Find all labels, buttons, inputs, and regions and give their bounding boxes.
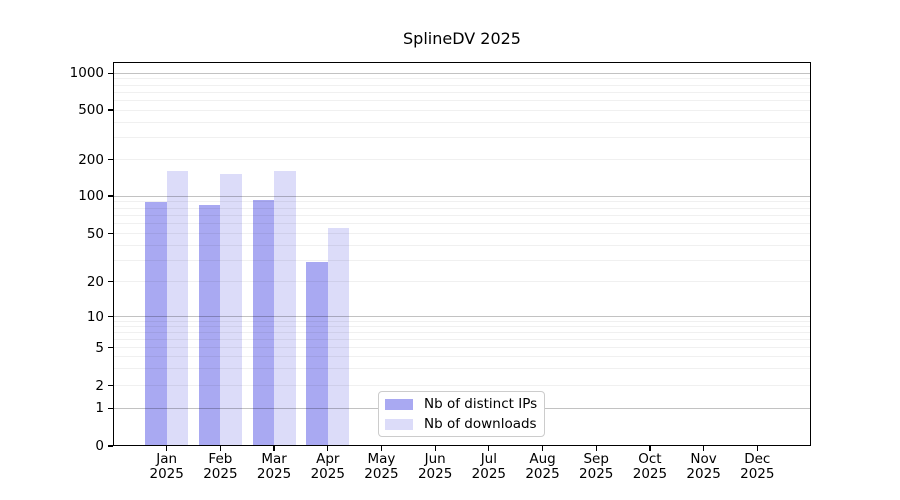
x-tick-year: 2025	[471, 465, 507, 482]
x-tick-apr	[327, 446, 329, 451]
y-tick-label-500: 500	[78, 102, 104, 118]
x-tick-dec	[756, 446, 758, 451]
bar-downloads-feb	[220, 173, 242, 446]
y-tick-label-50: 50	[86, 225, 104, 242]
legend-item-downloads: Nb of downloads	[385, 414, 538, 434]
x-tick-label-may: May 2025	[353, 452, 409, 481]
x-tick-jul	[488, 446, 490, 451]
x-tick-label-aug: Aug 2025	[515, 452, 571, 481]
gridline-700	[113, 91, 811, 93]
y-tick-label-20: 20	[86, 273, 104, 290]
gridline-90	[113, 201, 811, 203]
x-tick-year: 2025	[686, 465, 721, 482]
y-tick-2	[108, 384, 113, 387]
x-tick-nov	[702, 446, 705, 451]
x-tick-label-apr: Apr 2025	[300, 452, 356, 481]
y-tick-label-2: 2	[95, 377, 104, 394]
x-tick-label-jun: Jun 2025	[407, 452, 463, 481]
x-tick-year: 2025	[525, 465, 560, 482]
legend-label-downloads: Nb of downloads	[424, 416, 537, 432]
x-tick-year: 2025	[149, 465, 184, 482]
y-tick-1000	[108, 72, 113, 74]
chart-title: SplineDV 2025	[403, 29, 521, 48]
legend-label-distinct-ips: Nb of distinct IPs	[424, 396, 538, 412]
bar-distinct_ips-apr	[306, 262, 328, 446]
legend-item-distinct-ips: Nb of distinct IPs	[385, 394, 538, 414]
gridline-400	[113, 121, 811, 123]
y-tick-label-0: 0	[95, 438, 104, 454]
y-tick-5	[108, 347, 113, 349]
x-tick-month: Feb	[208, 451, 233, 467]
x-tick-year: 2025	[310, 465, 345, 482]
x-tick-label-nov: Nov 2025	[676, 452, 732, 481]
x-tick-label-feb: Feb 2025	[192, 452, 248, 481]
y-tick-100	[108, 195, 113, 197]
x-tick-aug	[541, 446, 544, 451]
bar-downloads-jan	[166, 171, 189, 446]
y-tick-50	[108, 232, 113, 235]
x-tick-year: 2025	[203, 465, 238, 482]
x-tick-oct	[649, 446, 651, 451]
y-tick-500	[108, 109, 113, 111]
x-tick-month: Mar	[261, 451, 287, 467]
x-tick-month: Jul	[480, 451, 497, 467]
gridline-600	[113, 99, 811, 101]
y-tick-label-5: 5	[95, 339, 104, 356]
gridline-1000	[113, 72, 811, 74]
x-tick-mar	[273, 446, 275, 451]
legend-swatch-downloads-icon	[385, 418, 413, 430]
gridline-200	[113, 159, 811, 160]
x-tick-label-sep: Sep 2025	[568, 452, 624, 481]
y-tick-label-1000: 1000	[69, 65, 104, 82]
legend: Nb of distinct IPs Nb of downloads	[378, 391, 545, 437]
bar-distinct_ips-jan	[145, 201, 167, 446]
y-tick-label-1: 1	[95, 400, 104, 417]
x-tick-year: 2025	[579, 465, 614, 482]
x-tick-label-oct: Oct 2025	[622, 452, 678, 481]
x-tick-label-dec: Dec 2025	[729, 452, 785, 481]
x-tick-month: May	[367, 451, 396, 467]
y-tick-label-10: 10	[86, 308, 104, 325]
gridline-500	[113, 109, 811, 111]
x-tick-may	[380, 446, 383, 451]
x-tick-year: 2025	[417, 465, 453, 482]
x-tick-label-jul: Jul 2025	[461, 452, 517, 481]
gridline-800	[113, 84, 811, 86]
x-tick-year: 2025	[364, 465, 399, 482]
y-tick-20	[108, 281, 113, 283]
x-tick-month: Dec	[744, 451, 771, 467]
x-tick-month: Sep	[583, 451, 609, 467]
y-tick-0	[108, 445, 113, 447]
x-tick-month: Jun	[424, 451, 446, 467]
y-tick-200	[108, 158, 113, 161]
x-tick-label-mar: Mar 2025	[246, 452, 302, 481]
x-tick-month: Jan	[156, 451, 178, 467]
x-tick-year: 2025	[256, 465, 292, 482]
bar-distinct_ips-feb	[198, 205, 221, 446]
x-tick-month: Aug	[529, 451, 556, 467]
x-tick-label-jan: Jan 2025	[139, 452, 195, 481]
y-tick-10	[108, 316, 113, 318]
bar-downloads-apr	[327, 228, 350, 446]
y-tick-label-200: 200	[78, 151, 104, 168]
bar-distinct_ips-mar	[252, 199, 275, 446]
x-tick-year: 2025	[632, 465, 668, 482]
x-tick-month: Nov	[690, 451, 717, 467]
x-tick-year: 2025	[740, 465, 775, 482]
x-tick-sep	[595, 446, 597, 451]
x-tick-month: Apr	[316, 451, 340, 467]
bar-downloads-mar	[274, 170, 296, 446]
gridline-900	[113, 78, 811, 80]
gridline-300	[113, 137, 811, 139]
x-tick-jan	[166, 446, 168, 451]
gridline-100	[113, 195, 811, 197]
x-tick-month: Oct	[638, 451, 662, 467]
x-tick-jun	[434, 446, 436, 451]
y-tick-label-100: 100	[78, 188, 104, 204]
y-tick-1	[108, 407, 113, 409]
x-tick-feb	[219, 446, 222, 451]
legend-swatch-distinct-ips-icon	[385, 398, 413, 410]
